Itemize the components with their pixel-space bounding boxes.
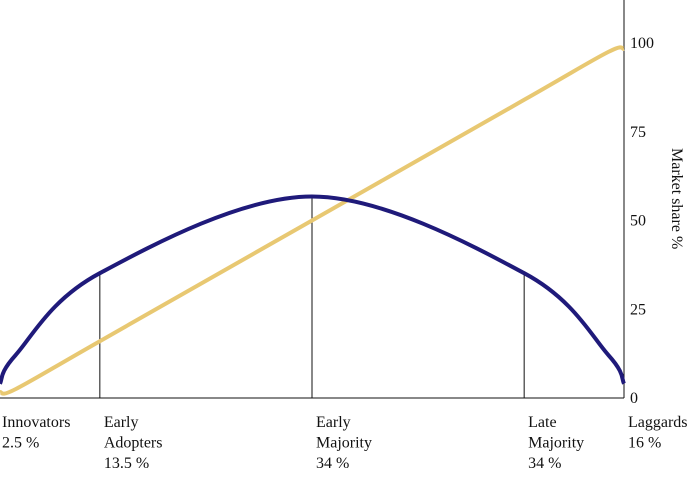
- y-tick-label: 75: [630, 124, 646, 141]
- segment-label: Laggards 16 %: [628, 414, 688, 452]
- segment-label: Innovators 2.5 %: [2, 414, 70, 452]
- y-tick-label: 100: [630, 35, 654, 52]
- cumulative-market-share-line: [0, 45, 626, 396]
- segment-label: Late Majority 34 %: [528, 414, 584, 472]
- y-tick-label: 25: [630, 301, 646, 318]
- segment-label: Early Adopters 13.5 %: [104, 414, 163, 472]
- segment-label: Early Majority 34 %: [316, 414, 372, 472]
- y-tick-label: 50: [630, 213, 646, 230]
- adoption-bell-curve: [0, 194, 626, 385]
- y-tick-label: 0: [630, 390, 638, 407]
- y-axis-label: Market share %: [668, 148, 685, 249]
